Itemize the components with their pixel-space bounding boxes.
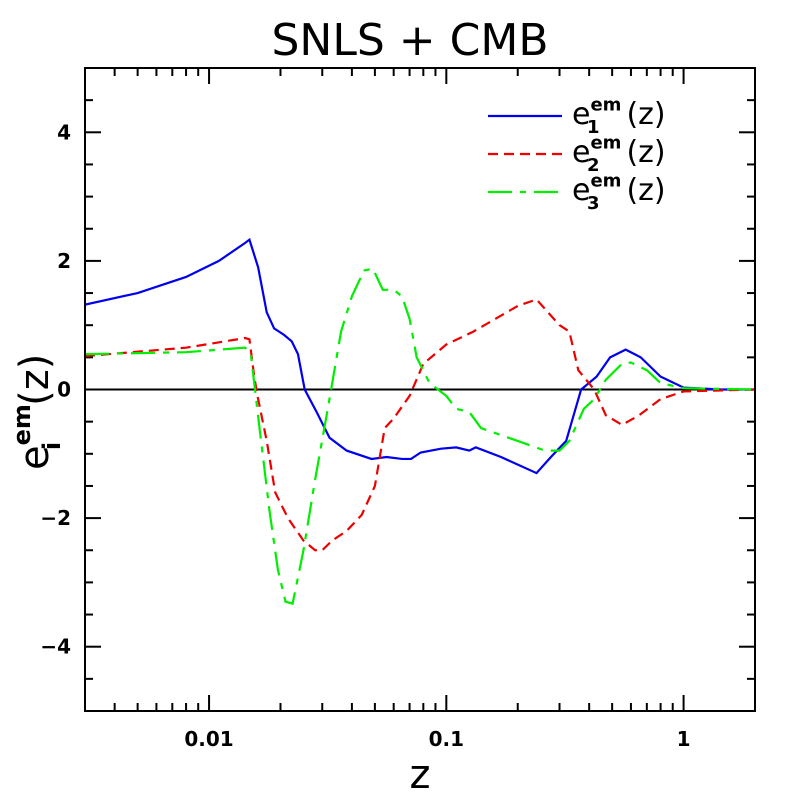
legend-label: eem 1 (z) <box>572 95 666 139</box>
series-line <box>85 237 755 475</box>
chart-title: SNLS + CMB <box>272 15 549 66</box>
y-tick-label: 0 <box>57 378 71 402</box>
x-tick-label: 0.1 <box>429 727 464 751</box>
legend-label-rest: (z) <box>626 173 665 208</box>
legend-label-sup: em <box>590 133 621 154</box>
legend-label-rest: (z) <box>626 97 665 132</box>
legend-label-sup: em <box>590 171 621 192</box>
legend-label-sub: 2 <box>587 155 600 176</box>
legend-label: eem 2 (z) <box>572 133 666 177</box>
legend-label-sup: em <box>590 95 621 116</box>
x-axis-label: z <box>410 752 431 797</box>
y-axis-label-sub: i <box>38 442 66 450</box>
legend-label-sub: 3 <box>587 193 600 214</box>
legend-label-rest: (z) <box>626 135 665 170</box>
legend-label-base: e <box>572 135 590 170</box>
legend-label-base: e <box>572 173 590 208</box>
legend-label-sub: 1 <box>587 117 600 138</box>
x-tick-label: 1 <box>677 727 691 751</box>
x-tick-label: 0.01 <box>184 727 233 751</box>
y-tick-label: 4 <box>57 120 71 144</box>
y-tick-label: 2 <box>57 249 71 273</box>
y-tick-label: −4 <box>40 635 71 659</box>
series-line <box>85 267 755 605</box>
y-axis-label-sup: em <box>8 404 36 445</box>
legend-label-base: e <box>572 97 590 132</box>
y-axis-label-base: e <box>12 445 58 470</box>
plot-frame <box>84 67 756 712</box>
y-axis-label-rest: (z) <box>12 354 58 406</box>
legend-label: eem 3 (z) <box>572 171 666 215</box>
y-axis-label: eemi (z) <box>8 354 66 470</box>
y-tick-label: −2 <box>40 506 71 530</box>
series-line <box>85 298 755 552</box>
